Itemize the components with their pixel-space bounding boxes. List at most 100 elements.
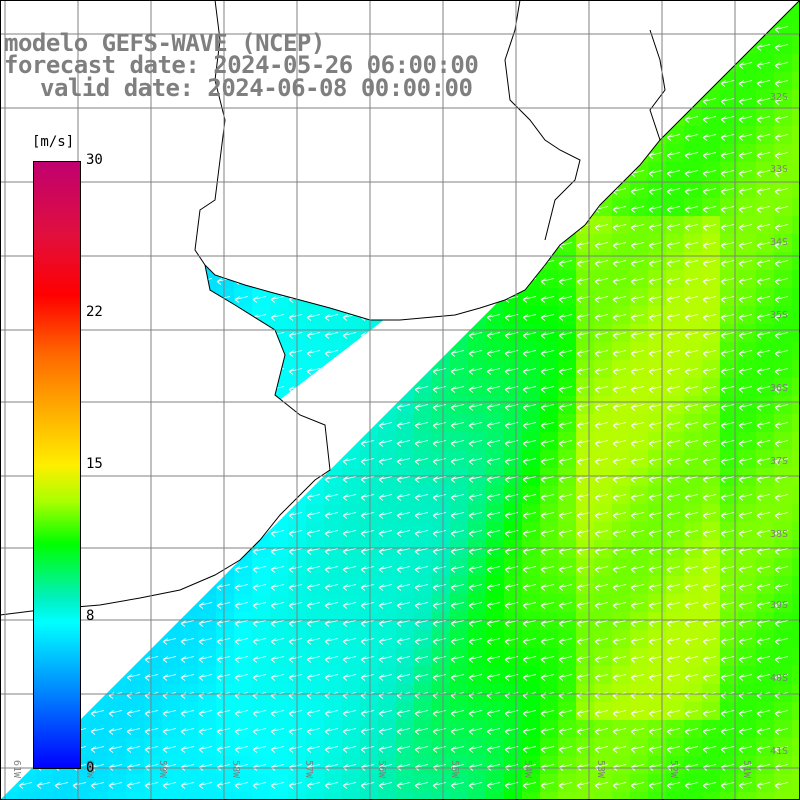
field-cell [756, 540, 774, 558]
wind-arrow [576, 782, 591, 789]
wind-arrow [684, 278, 699, 285]
field-cell [108, 666, 126, 684]
wind-arrow [774, 584, 789, 591]
field-cell [576, 504, 594, 522]
wind-arrow [540, 782, 555, 789]
field-cell [108, 738, 126, 756]
field-cell [558, 612, 576, 630]
field-cell [792, 144, 800, 162]
wind-arrow [648, 548, 663, 555]
wind-arrow [648, 728, 663, 735]
field-cell [522, 666, 540, 684]
wind-arrow [0, 728, 15, 735]
wind-arrow [666, 620, 681, 627]
wind-arrow [396, 332, 411, 339]
field-cell [666, 144, 684, 162]
wind-arrow [288, 728, 303, 735]
wind-arrow [648, 584, 663, 591]
field-cell [594, 270, 612, 288]
field-cell [540, 720, 558, 738]
field-cell [720, 72, 738, 90]
wind-arrow [342, 494, 357, 501]
field-cell [468, 738, 486, 756]
wind-arrow [468, 314, 483, 321]
field-cell [540, 396, 558, 414]
field-cell [774, 540, 792, 558]
field-cell [198, 630, 216, 648]
colorbar-units: [m/s] [32, 134, 75, 150]
field-cell [576, 306, 594, 324]
field-cell [414, 432, 432, 450]
field-cell [360, 612, 378, 630]
field-cell [684, 738, 702, 756]
field-cell [90, 630, 108, 648]
wind-arrow [126, 710, 141, 717]
wind-arrow [576, 242, 591, 249]
field-cell [342, 702, 360, 720]
field-cell [180, 630, 198, 648]
wind-arrow [774, 674, 789, 681]
field-cell [576, 684, 594, 702]
field-cell [432, 630, 450, 648]
field-cell [684, 324, 702, 342]
field-cell [756, 198, 774, 216]
wind-arrow [594, 674, 609, 681]
field-cell [198, 594, 216, 612]
wind-arrow [522, 566, 537, 573]
field-cell [414, 666, 432, 684]
wind-arrow [450, 584, 465, 591]
wind-arrow [540, 332, 555, 339]
field-cell [486, 720, 504, 738]
field-cell [72, 792, 90, 800]
field-cell [396, 486, 414, 504]
field-cell [774, 666, 792, 684]
wind-arrow [252, 656, 267, 663]
field-cell [756, 432, 774, 450]
wind-arrow [774, 656, 789, 663]
lon-label: 56W [376, 760, 387, 779]
wind-arrow [432, 368, 447, 375]
wind-arrow [378, 782, 393, 789]
field-cell [90, 720, 108, 738]
wind-arrow [702, 440, 717, 447]
field-cell [342, 558, 360, 576]
wind-arrow [702, 656, 717, 663]
wind-arrow [414, 710, 429, 717]
wind-arrow [324, 746, 339, 753]
field-cell [720, 522, 738, 540]
field-cell [540, 486, 558, 504]
field-cell [342, 774, 360, 792]
wind-arrow [180, 710, 195, 717]
field-cell [324, 522, 342, 540]
field-cell [198, 666, 216, 684]
wind-arrow [702, 350, 717, 357]
field-cell [198, 774, 216, 792]
field-cell [306, 720, 324, 738]
field-cell [360, 504, 378, 522]
field-cell [162, 792, 180, 800]
wind-arrow [612, 422, 627, 429]
wind-arrow [324, 782, 339, 789]
field-cell [180, 702, 198, 720]
wind-arrow [702, 530, 717, 537]
wind-arrow [684, 494, 699, 501]
wind-arrow [558, 602, 573, 609]
field-cell [342, 396, 360, 414]
wind-arrow [522, 332, 537, 339]
wind-arrow [306, 728, 321, 735]
wind-arrow [270, 746, 285, 753]
wind-arrow [558, 566, 573, 573]
field-cell [378, 522, 396, 540]
field-cell [432, 612, 450, 630]
field-cell [360, 360, 378, 378]
wind-arrow [558, 584, 573, 591]
wind-arrow [648, 674, 663, 681]
wind-arrow [162, 782, 177, 789]
wind-arrow [774, 782, 789, 789]
field-cell [666, 504, 684, 522]
field-cell [144, 738, 162, 756]
wind-arrow [450, 512, 465, 519]
field-cell [666, 792, 684, 800]
field-cell [486, 414, 504, 432]
field-cell [702, 144, 720, 162]
